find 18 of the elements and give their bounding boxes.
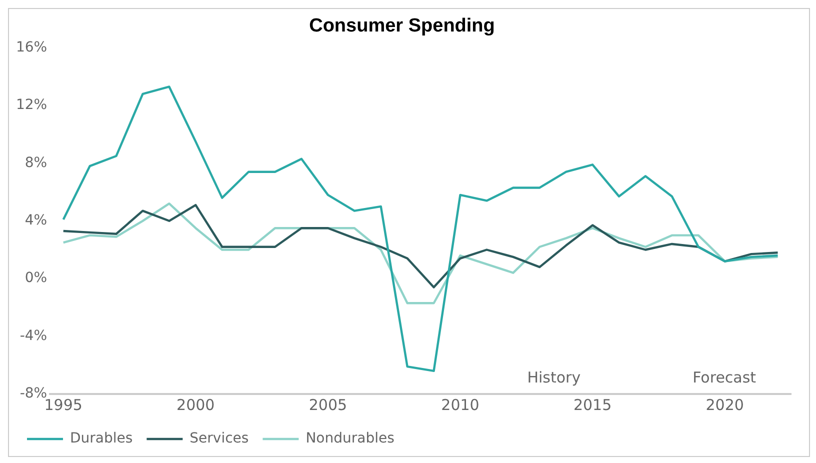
x-tick-label: 2020 — [706, 396, 744, 414]
x-tick-label: 2010 — [441, 396, 480, 414]
x-tick-label: 2000 — [176, 396, 215, 414]
y-tick-label: -4% — [20, 328, 48, 344]
y-tick-label: 0% — [24, 270, 48, 286]
chart-title: Consumer Spending — [309, 16, 495, 37]
legend-label: Nondurables — [306, 430, 394, 447]
y-tick-label: 8% — [24, 154, 48, 171]
x-tick-label: 2005 — [308, 396, 348, 414]
annotation: Forecast — [692, 368, 756, 386]
x-tick-label: 2015 — [573, 396, 612, 414]
y-tick-label: 12% — [16, 97, 48, 114]
y-tick-label: -8% — [20, 386, 48, 402]
y-tick-label: 16% — [16, 39, 48, 56]
annotation: History — [527, 368, 581, 386]
legend-label: Durables — [70, 430, 133, 447]
legend-label: Services — [190, 430, 249, 447]
y-tick-label: 4% — [24, 212, 48, 229]
